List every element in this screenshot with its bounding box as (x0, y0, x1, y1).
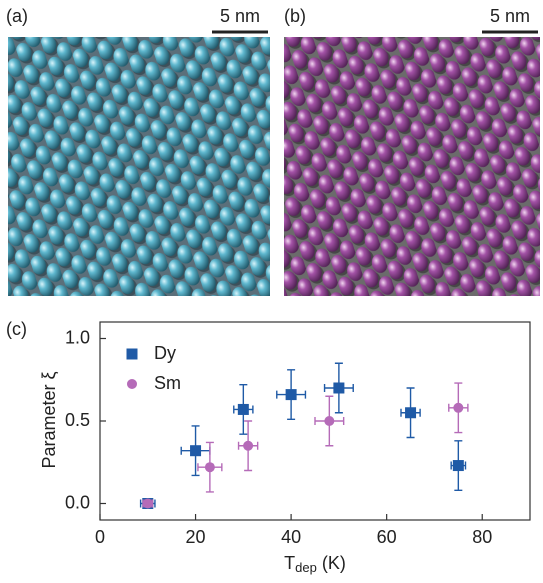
marker (453, 402, 464, 413)
legend-label: Dy (154, 343, 176, 363)
stm-image-dy (8, 37, 270, 296)
y-tick-label: 1.0 (65, 327, 90, 347)
y-tick-label: 0.0 (65, 492, 90, 512)
x-axis-label: Tdep (K) (284, 553, 346, 576)
marker (333, 382, 345, 394)
x-tick-label: 20 (186, 527, 206, 547)
marker (243, 440, 254, 451)
marker (190, 445, 202, 457)
marker (405, 407, 417, 419)
marker (324, 416, 335, 426)
scale-bar-label: 5 nm (490, 6, 530, 26)
x-tick-label: 40 (281, 527, 301, 547)
y-tick-label: 0.5 (65, 410, 90, 430)
panel-label: (b) (284, 6, 306, 26)
marker (452, 460, 464, 472)
panel-label: (c) (6, 319, 27, 339)
legend-marker (126, 348, 138, 360)
x-label-sub: dep (295, 560, 317, 575)
marker (285, 389, 297, 401)
x-tick-label: 0 (95, 527, 105, 547)
marker (237, 403, 249, 415)
x-label-main: T (284, 553, 295, 573)
legend-marker (127, 379, 137, 389)
scale-bar-label: 5 nm (220, 6, 260, 26)
y-axis-label: Parameter ξ (39, 371, 59, 468)
stm-image-sm (284, 37, 540, 296)
panel-label: (a) (6, 6, 28, 26)
marker (204, 462, 215, 473)
x-tick-label: 80 (472, 527, 492, 547)
legend-label: Sm (154, 373, 181, 393)
x-label-unit: (K) (322, 553, 346, 573)
marker (142, 498, 153, 509)
x-tick-label: 60 (377, 527, 397, 547)
